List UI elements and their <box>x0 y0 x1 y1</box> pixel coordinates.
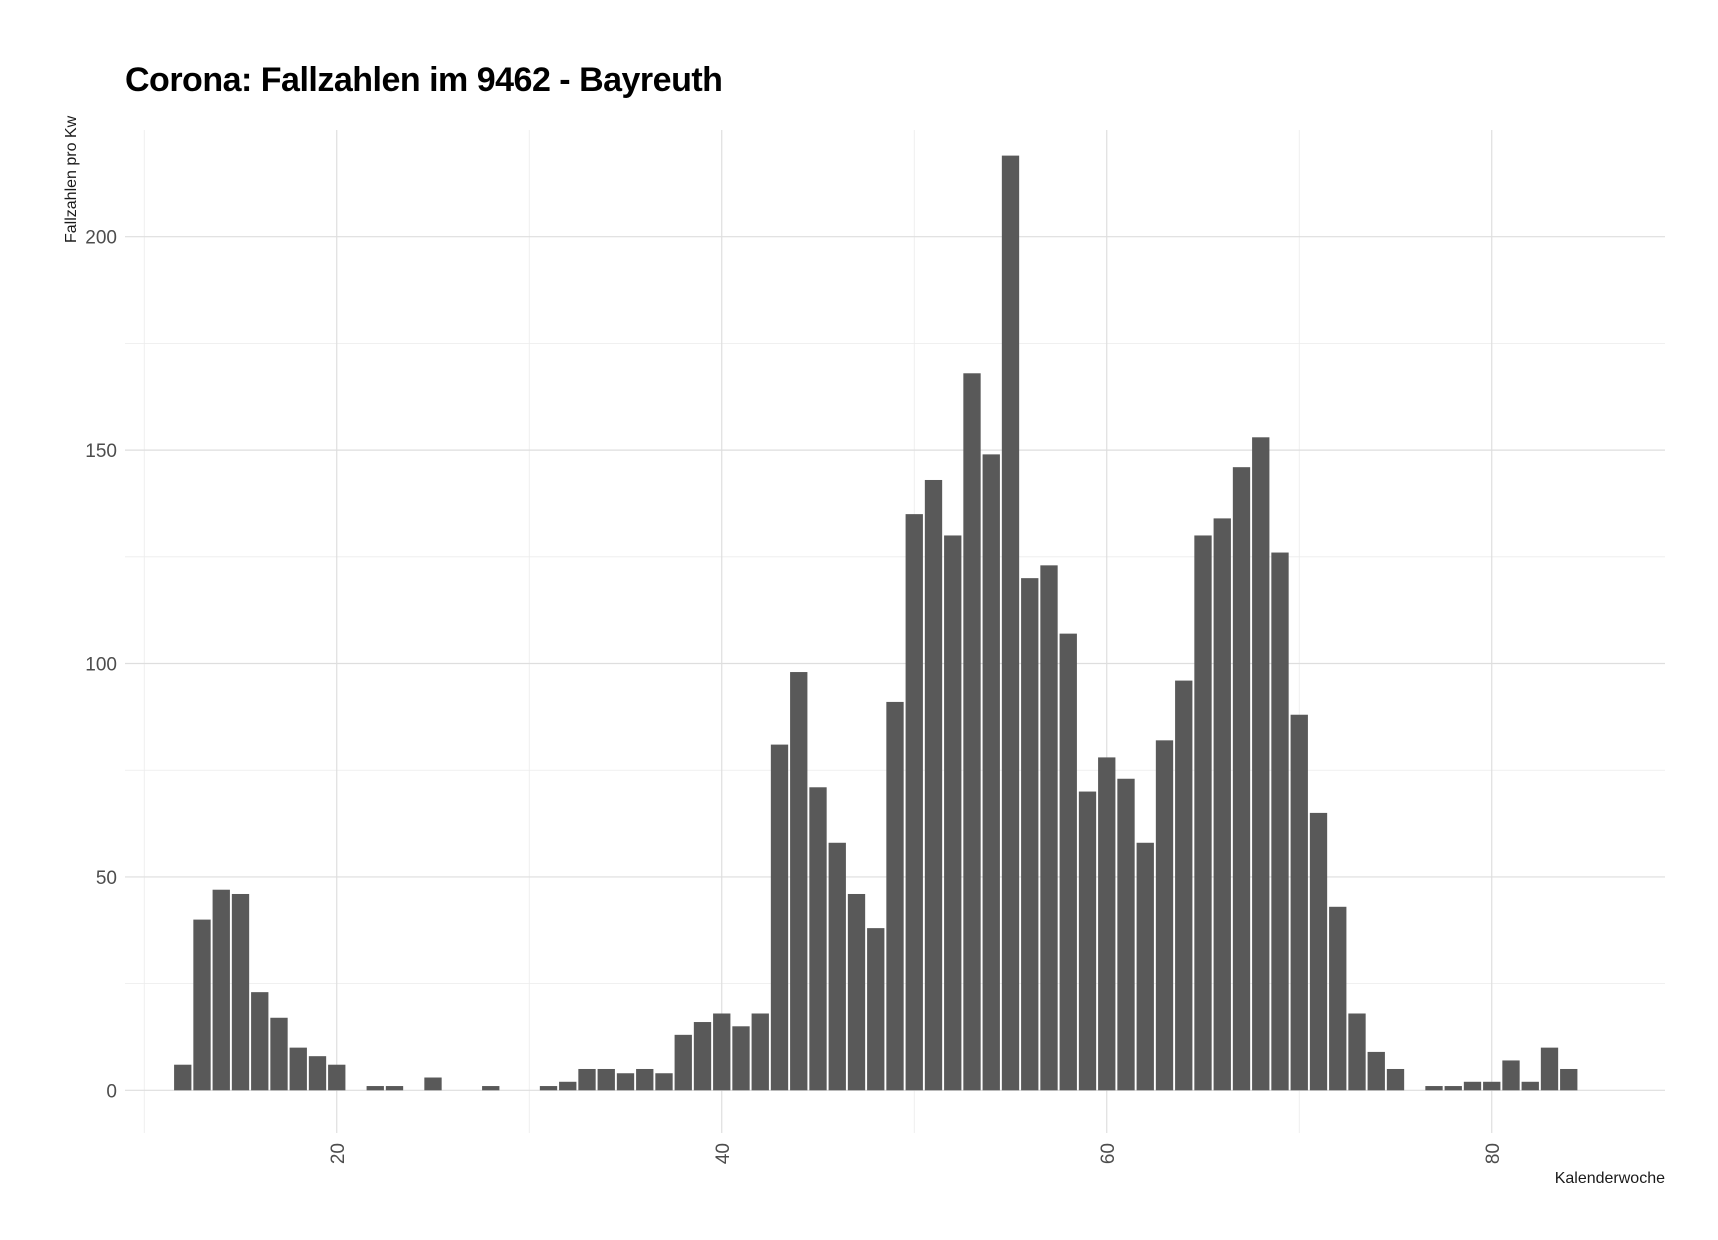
bar <box>559 1081 577 1091</box>
bar <box>1367 1051 1385 1091</box>
bar <box>1271 552 1289 1091</box>
bar <box>1021 578 1039 1091</box>
bar <box>1194 535 1212 1091</box>
bar <box>1560 1068 1578 1091</box>
bar <box>1232 467 1251 1091</box>
y-axis-ticks: 0 50 100 150 200 <box>85 228 117 1103</box>
bar <box>1290 714 1308 1091</box>
bar <box>174 1064 192 1091</box>
x-axis-title: Kalenderwoche <box>1555 1170 1665 1187</box>
bar <box>674 1034 692 1091</box>
bar <box>713 1013 731 1091</box>
bar <box>251 992 269 1091</box>
y-axis-title: Fallzahlen pro Kw <box>63 115 80 243</box>
x-tick-label: 40 <box>713 1143 734 1164</box>
bar <box>963 373 981 1091</box>
bar <box>1444 1086 1462 1091</box>
bar <box>289 1047 307 1091</box>
bar <box>751 1013 769 1091</box>
bar <box>308 1056 327 1091</box>
bar <box>770 744 789 1091</box>
bar <box>539 1086 558 1091</box>
bar <box>212 889 230 1091</box>
y-tick-label: 50 <box>96 868 117 889</box>
y-tick-label: 150 <box>85 441 117 462</box>
bar <box>1059 633 1077 1091</box>
bar <box>231 893 250 1091</box>
bar <box>1540 1047 1559 1091</box>
bar <box>1155 740 1174 1091</box>
bar <box>732 1026 750 1091</box>
bar <box>1521 1081 1539 1091</box>
bar <box>1040 565 1058 1091</box>
bar <box>1483 1081 1501 1091</box>
bar <box>655 1073 673 1091</box>
chart-title: Corona: Fallzahlen im 9462 - Bayreuth <box>125 61 722 99</box>
bar <box>944 535 962 1091</box>
bar <box>270 1017 288 1091</box>
bar <box>1329 906 1347 1091</box>
y-tick-label: 100 <box>85 655 117 676</box>
x-tick-label: 20 <box>328 1143 349 1164</box>
x-tick-label: 80 <box>1483 1143 1504 1164</box>
bar <box>693 1022 712 1091</box>
x-tick-label: 60 <box>1098 1143 1119 1164</box>
bar <box>886 701 904 1091</box>
bar <box>905 514 923 1091</box>
bar <box>366 1086 384 1091</box>
bar <box>616 1073 635 1091</box>
bar <box>1502 1060 1520 1091</box>
bar <box>1348 1013 1366 1091</box>
grid <box>125 130 1665 1133</box>
bar <box>1425 1086 1443 1091</box>
y-tick-label: 0 <box>106 1081 117 1102</box>
bar <box>578 1068 596 1091</box>
bar <box>828 842 846 1091</box>
bar <box>597 1068 615 1091</box>
bar <box>847 893 866 1091</box>
y-tick-label: 200 <box>85 228 117 249</box>
bar <box>1386 1068 1405 1091</box>
bar <box>1098 757 1116 1091</box>
bar <box>1309 812 1328 1091</box>
bar <box>1252 437 1270 1091</box>
bar <box>1463 1081 1482 1091</box>
bar <box>1213 518 1231 1091</box>
bar <box>1117 778 1135 1091</box>
bar <box>982 454 1000 1091</box>
x-axis-ticks: 20 40 60 80 <box>328 1143 1504 1164</box>
bars <box>174 155 1578 1091</box>
bar <box>924 479 943 1091</box>
bar <box>636 1068 654 1091</box>
bar <box>790 672 808 1091</box>
bar <box>867 928 885 1091</box>
bar <box>482 1086 500 1091</box>
bar <box>1078 791 1097 1091</box>
bar <box>809 787 827 1091</box>
bar <box>1175 680 1193 1091</box>
bar <box>1001 155 1020 1091</box>
bar <box>385 1086 404 1091</box>
bar <box>328 1064 346 1091</box>
bar <box>1136 842 1154 1091</box>
bar <box>424 1077 442 1091</box>
bar <box>193 919 211 1091</box>
